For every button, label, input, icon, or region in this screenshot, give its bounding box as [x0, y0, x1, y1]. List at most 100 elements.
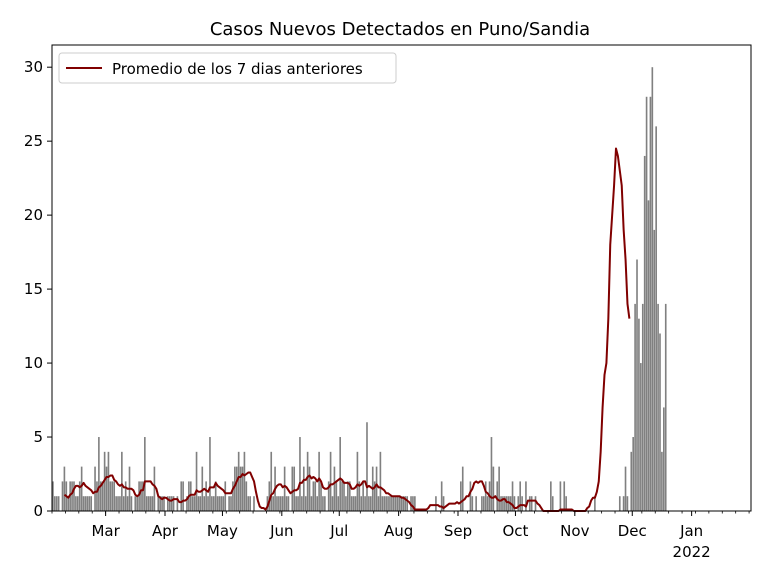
bar [228, 496, 230, 511]
bar [245, 481, 248, 511]
bar [136, 496, 138, 511]
bar [216, 496, 219, 511]
legend-box [58, 52, 397, 84]
bar [655, 126, 657, 512]
bar [649, 96, 652, 511]
bar [314, 481, 317, 511]
x-tick-label: Nov [560, 522, 589, 540]
bar [147, 496, 150, 511]
legend: Promedio de los 7 dias anteriores [58, 52, 397, 84]
bar [80, 466, 83, 511]
bar [302, 466, 305, 511]
x-tick-label: Jul [329, 522, 348, 540]
x-tick-label: Dec [618, 522, 647, 540]
bar [157, 496, 160, 511]
bar [203, 496, 206, 511]
bar [482, 496, 485, 511]
bar [73, 481, 75, 511]
bar [348, 481, 351, 511]
bar [84, 496, 87, 511]
bar [197, 496, 200, 511]
bar [232, 481, 234, 511]
bar [475, 496, 477, 511]
bar [528, 496, 531, 511]
bar [109, 481, 112, 511]
bar [55, 496, 58, 511]
bar [343, 481, 345, 511]
bar [101, 481, 104, 511]
bar [347, 481, 349, 511]
bar [218, 496, 221, 511]
bar [594, 496, 596, 511]
bar [297, 496, 299, 511]
y-tick-label: 10 [24, 354, 43, 372]
bar [626, 496, 629, 511]
bar [287, 496, 290, 511]
bar [360, 496, 363, 511]
bar [645, 96, 648, 511]
bar [276, 496, 278, 511]
x-tick-label: Apr [152, 522, 179, 540]
bar [327, 481, 330, 511]
y-tick-label: 20 [24, 206, 43, 224]
bar [335, 481, 338, 511]
bar [170, 496, 173, 511]
bar [643, 155, 646, 511]
y-tick-label: 5 [33, 428, 43, 446]
bar [291, 466, 294, 511]
bar [345, 496, 347, 511]
bar [279, 496, 282, 511]
bar [414, 496, 416, 511]
bar [299, 437, 301, 511]
bar [176, 496, 179, 511]
bar [270, 451, 273, 511]
y-tick-label: 0 [33, 502, 43, 520]
bar [356, 451, 359, 511]
bar [550, 481, 552, 511]
bar [237, 451, 240, 511]
bar [268, 481, 271, 511]
bar [505, 496, 508, 511]
bar [295, 496, 297, 511]
bar [82, 496, 85, 511]
bar [201, 466, 204, 511]
bar [88, 496, 91, 511]
bar [392, 496, 395, 511]
bar [657, 303, 659, 511]
bar [115, 496, 117, 511]
bar [551, 496, 554, 511]
x-tick-label: May [207, 522, 238, 540]
bar [398, 496, 401, 511]
bar [172, 496, 175, 511]
bar [207, 496, 209, 511]
y-tick-label: 15 [24, 280, 43, 298]
bar [469, 481, 472, 511]
bar [373, 481, 376, 511]
bar [442, 496, 445, 511]
bar [496, 481, 499, 511]
bar [54, 496, 56, 511]
bar [638, 318, 640, 511]
bar [57, 496, 60, 511]
bar [435, 496, 437, 511]
x-tick-label: 2022 [673, 543, 711, 561]
bar [563, 481, 566, 511]
line-series [63, 147, 631, 512]
bar [636, 259, 638, 511]
bar [111, 481, 114, 511]
bar [168, 496, 171, 511]
bar [105, 466, 108, 511]
bar [140, 481, 142, 511]
bar [337, 496, 340, 511]
bar [94, 466, 96, 511]
bar [385, 496, 387, 511]
bar [366, 422, 368, 511]
bar [632, 437, 634, 511]
bar [189, 481, 192, 511]
bar [214, 481, 217, 511]
bar [96, 481, 98, 511]
bar [211, 496, 213, 511]
legend-label: Promedio de los 7 dias anteriores [112, 60, 363, 78]
bar [530, 496, 533, 511]
